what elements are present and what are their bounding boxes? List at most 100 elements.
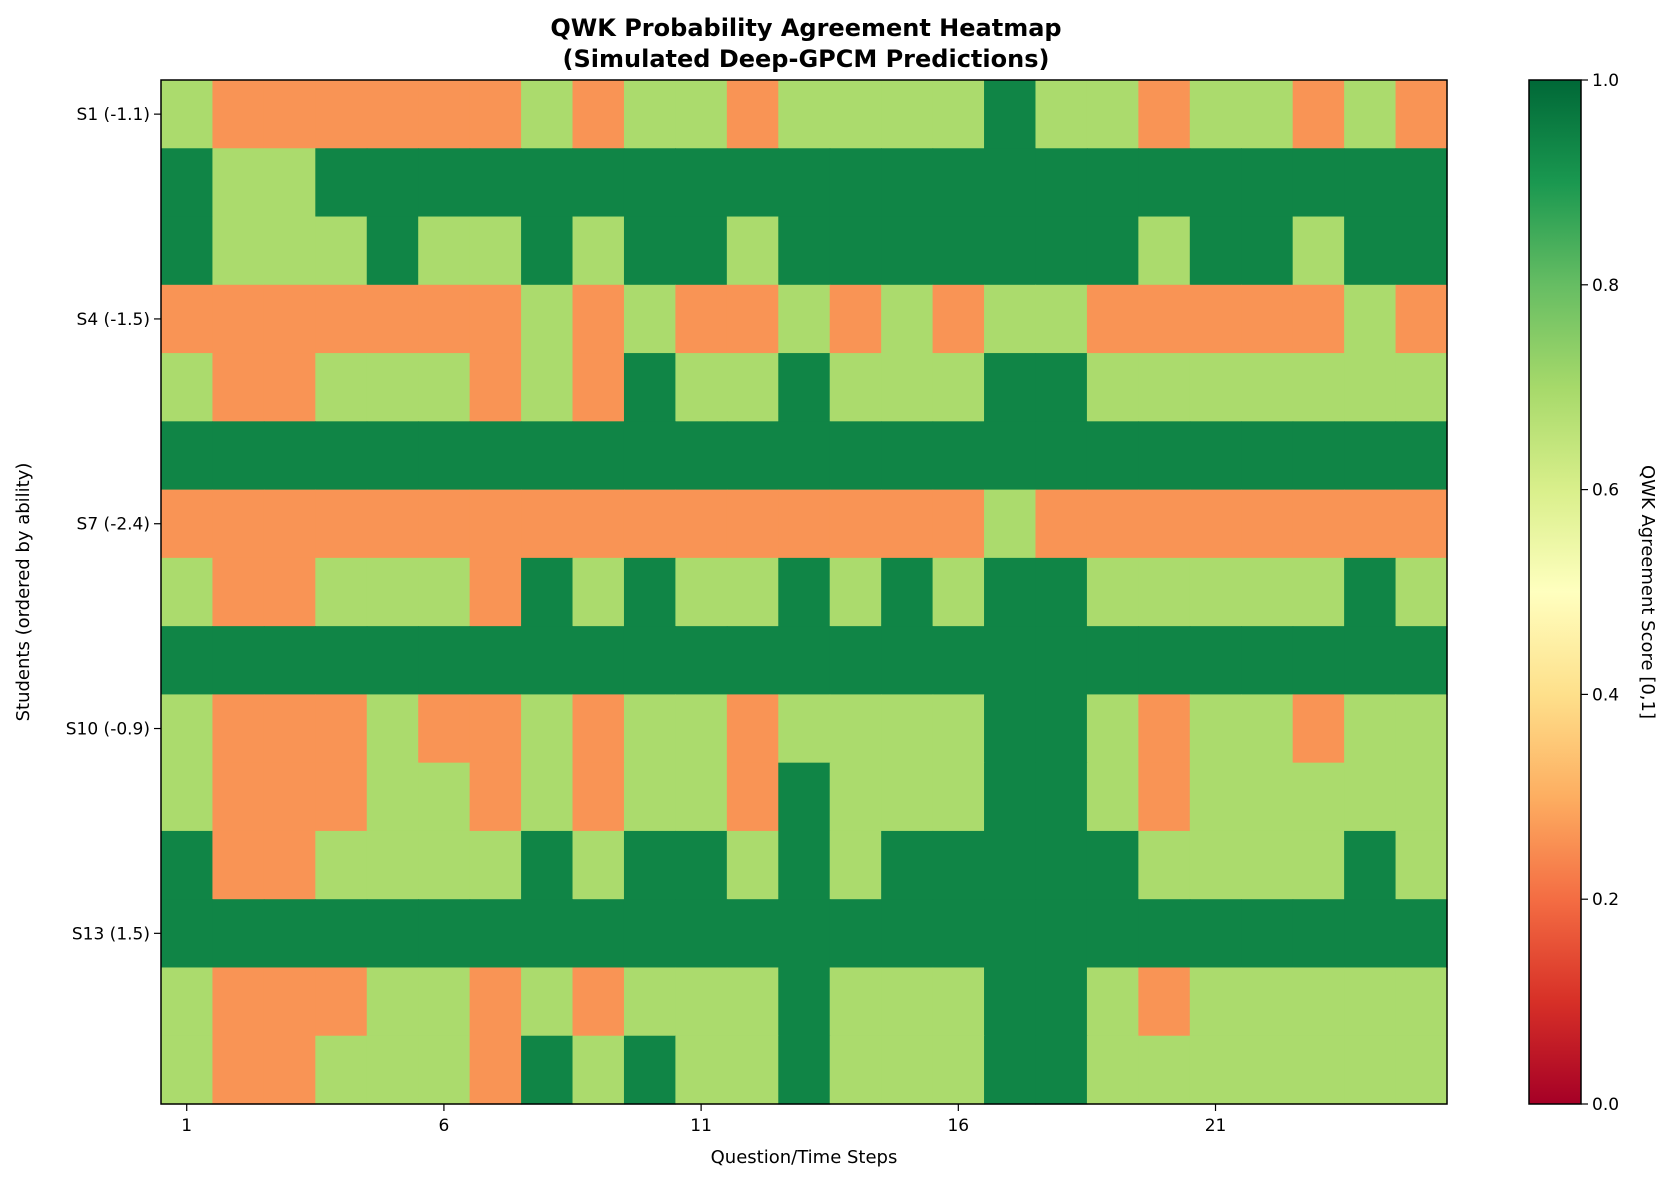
- heatmap-cell: [829, 557, 882, 627]
- heatmap-cell: [1395, 899, 1448, 969]
- heatmap-cell: [521, 626, 574, 695]
- heatmap-cell: [1241, 284, 1294, 354]
- heatmap-cell: [469, 899, 522, 969]
- heatmap-cell: [1189, 216, 1242, 286]
- heatmap-cell: [161, 216, 214, 286]
- heatmap-cell: [984, 1035, 1037, 1105]
- heatmap-cell: [366, 762, 419, 832]
- heatmap-cell: [675, 967, 728, 1037]
- heatmap-cell: [932, 148, 985, 218]
- heatmap-cell: [469, 80, 522, 149]
- heatmap-cell: [521, 830, 574, 900]
- heatmap-cell: [161, 762, 214, 832]
- heatmap-cell: [675, 830, 728, 900]
- heatmap-cell: [829, 1035, 882, 1105]
- heatmap-cell: [212, 148, 265, 218]
- heatmap-cell: [1189, 148, 1242, 218]
- heatmap-cell: [1292, 557, 1345, 627]
- heatmap-cell: [161, 899, 214, 969]
- heatmap-cell: [1138, 626, 1191, 695]
- heatmap-cell: [932, 626, 985, 695]
- heatmap-cell: [726, 148, 779, 218]
- heatmap-cell: [521, 421, 574, 491]
- heatmap-cell: [1292, 284, 1345, 354]
- heatmap-cell: [161, 967, 214, 1037]
- heatmap-cell: [1138, 899, 1191, 969]
- heatmap-cell: [161, 489, 214, 559]
- heatmap-cell: [1241, 1035, 1294, 1105]
- heatmap-cell: [1241, 148, 1294, 218]
- heatmap-cell: [881, 967, 934, 1037]
- heatmap-cell: [1035, 284, 1088, 354]
- heatmap-cell: [829, 967, 882, 1037]
- heatmap-cell: [1138, 284, 1191, 354]
- heatmap-cell: [623, 216, 676, 286]
- heatmap-cell: [623, 1035, 676, 1105]
- heatmap-cell: [572, 80, 625, 149]
- heatmap-cell: [778, 694, 831, 764]
- heatmap-cell: [1189, 762, 1242, 832]
- heatmap-cell: [1086, 967, 1139, 1037]
- heatmap-cell: [315, 216, 368, 286]
- heatmap-cell: [778, 899, 831, 969]
- heatmap-cell: [778, 557, 831, 627]
- heatmap-cell: [1241, 626, 1294, 695]
- heatmap-cell: [726, 80, 779, 149]
- heatmap-cell: [161, 80, 214, 149]
- heatmap-cell: [984, 284, 1037, 354]
- heatmap-cell: [623, 967, 676, 1037]
- heatmap-cell: [1035, 762, 1088, 832]
- heatmap-cell: [1189, 694, 1242, 764]
- heatmap-cell: [212, 353, 265, 422]
- heatmap-cell: [932, 967, 985, 1037]
- heatmap-cell: [1344, 626, 1397, 695]
- heatmap-cell: [1395, 557, 1448, 627]
- heatmap-cell: [161, 421, 214, 491]
- heatmap-cell: [1395, 830, 1448, 900]
- heatmap-cell: [1035, 80, 1088, 149]
- heatmap-cell: [418, 489, 471, 559]
- heatmap-cell: [418, 80, 471, 149]
- colorbar-tick-label: 0.2: [1592, 890, 1619, 910]
- heatmap-cell: [675, 626, 728, 695]
- heatmap-cell: [1344, 557, 1397, 627]
- x-tick-label: 6: [439, 1116, 450, 1136]
- heatmap-cell: [984, 148, 1037, 218]
- heatmap-cell: [1344, 284, 1397, 354]
- heatmap-cell: [1292, 489, 1345, 559]
- heatmap-cell: [469, 626, 522, 695]
- heatmap-cell: [1292, 421, 1345, 491]
- heatmap-cell: [675, 489, 728, 559]
- heatmap-cell: [572, 284, 625, 354]
- heatmap-cell: [263, 830, 316, 900]
- heatmap-cell: [469, 216, 522, 286]
- heatmap-cell: [1086, 148, 1139, 218]
- heatmap-cell: [572, 694, 625, 764]
- heatmap-cell: [984, 421, 1037, 491]
- heatmap-cell: [1344, 1035, 1397, 1105]
- heatmap-cell: [1344, 489, 1397, 559]
- heatmap-cell: [726, 216, 779, 286]
- heatmap-cell: [1241, 353, 1294, 422]
- heatmap-cell: [469, 284, 522, 354]
- heatmap-cell: [778, 830, 831, 900]
- heatmap-cell: [212, 626, 265, 695]
- heatmap-cell: [1395, 284, 1448, 354]
- heatmap-cell: [1344, 148, 1397, 218]
- heatmap-cell: [366, 284, 419, 354]
- heatmap-cell: [1138, 1035, 1191, 1105]
- heatmap-cell: [881, 421, 934, 491]
- heatmap-cell: [1086, 353, 1139, 422]
- y-axis-label: Students (ordered by ability): [13, 463, 34, 722]
- heatmap-cell: [418, 967, 471, 1037]
- heatmap-cell: [1086, 626, 1139, 695]
- heatmap-cell: [315, 830, 368, 900]
- heatmap-cell: [1292, 626, 1345, 695]
- heatmap-cell: [572, 489, 625, 559]
- heatmap-cell: [675, 284, 728, 354]
- heatmap-cell: [469, 353, 522, 422]
- heatmap-cell: [675, 762, 728, 832]
- heatmap-cell: [829, 353, 882, 422]
- heatmap-cell: [366, 1035, 419, 1105]
- heatmap-cell: [623, 80, 676, 149]
